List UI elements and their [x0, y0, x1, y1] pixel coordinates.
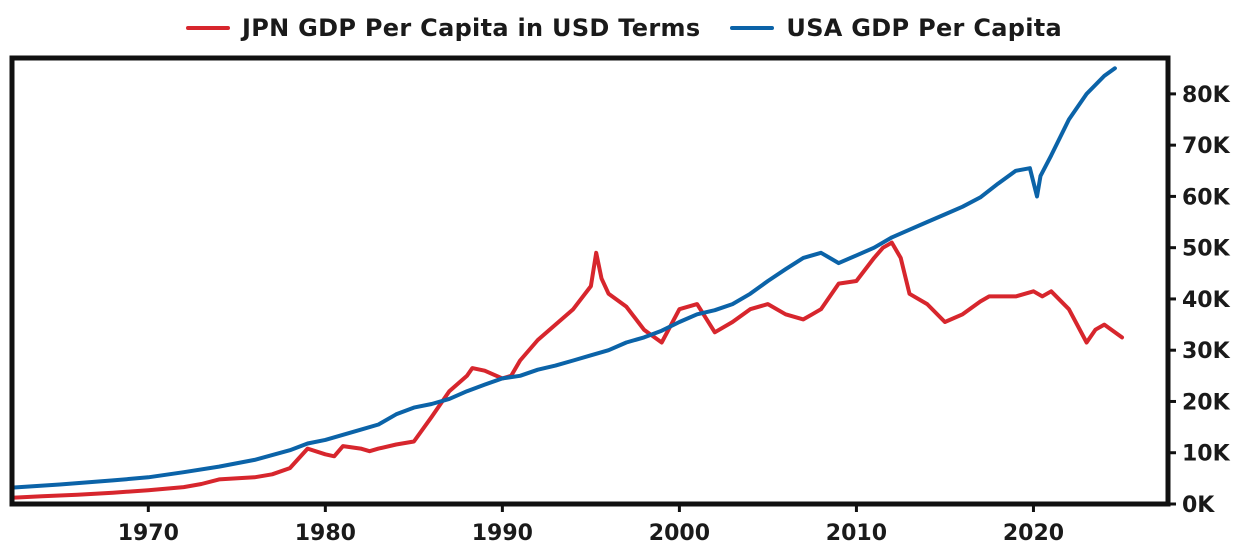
y-tick-label: 50K	[1182, 237, 1231, 262]
y-tick-label: 70K	[1182, 134, 1231, 159]
plot-frame	[9, 55, 1171, 507]
y-tick-label: 40K	[1182, 288, 1231, 313]
x-tick-label: 1990	[472, 521, 533, 546]
y-tick-label: 0K	[1182, 493, 1215, 518]
y-tick-label: 20K	[1182, 390, 1231, 415]
legend-item-jpn: JPN GDP Per Capita in USD Terms	[185, 14, 701, 42]
series-line-jpn	[10, 240, 1124, 500]
chart-legend: JPN GDP Per Capita in USD Terms USA GDP …	[0, 8, 1248, 48]
legend-item-usa: USA GDP Per Capita	[730, 14, 1062, 42]
y-tick-label: 60K	[1182, 185, 1231, 210]
x-tick-label: 2020	[1003, 521, 1064, 546]
legend-swatch-jpn	[185, 26, 230, 30]
x-tick-label: 1980	[295, 521, 356, 546]
legend-label-usa: USA GDP Per Capita	[786, 14, 1063, 42]
x-tick-label: 2000	[649, 521, 710, 546]
x-tick-label: 1970	[118, 521, 179, 546]
x-axis: 1970 1980 1990 2000 2010 2020	[118, 504, 1064, 546]
series-line-usa	[10, 66, 1117, 490]
series-layer	[10, 66, 1124, 500]
y-tick-label: 30K	[1182, 339, 1231, 364]
y-axis: 0K 10K 20K 30K 40K 50K 60K 70K 80K	[1168, 83, 1231, 518]
y-tick-label: 80K	[1182, 83, 1231, 108]
legend-swatch-usa	[730, 26, 775, 30]
y-tick-label: 10K	[1182, 442, 1231, 467]
x-tick-label: 2010	[826, 521, 887, 546]
legend-label-jpn: JPN GDP Per Capita in USD Terms	[241, 14, 701, 42]
